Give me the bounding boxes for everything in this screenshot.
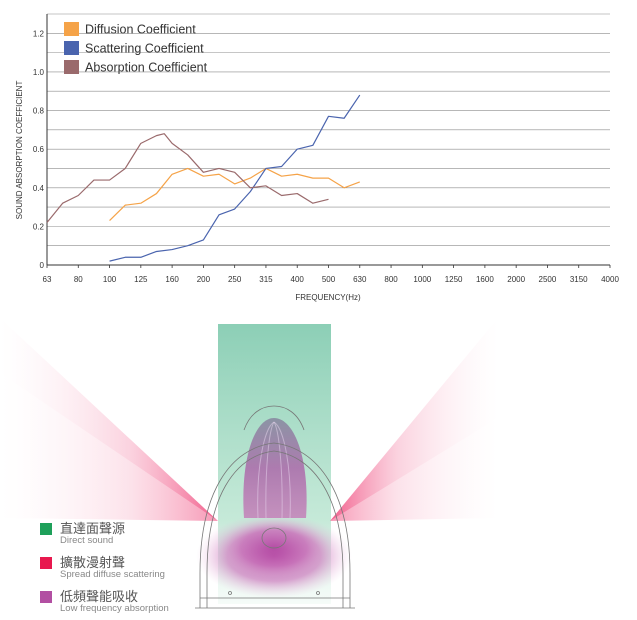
- x-tick-label: 3150: [570, 275, 588, 284]
- legend-label-en: Low frequency absorption: [60, 603, 169, 614]
- series-line-1: [109, 94, 361, 262]
- room-outline: [195, 405, 355, 609]
- legend-swatch-direct-sound: [40, 523, 52, 535]
- left-scatter-fan: [0, 318, 218, 521]
- legend-label-zh: 擴散漫射聲: [60, 556, 126, 571]
- legend-label-en: Spread diffuse scattering: [60, 569, 165, 580]
- x-tick-label: 125: [134, 275, 148, 284]
- y-tick-label: 0.6: [33, 145, 45, 154]
- legend-label-en: Direct sound: [60, 535, 114, 546]
- legend-label: Diffusion Coefficient: [85, 23, 196, 37]
- chart-legend: Diffusion Coefficient Scattering Coeffici…: [64, 22, 208, 75]
- diffuser-dome: [243, 418, 307, 518]
- left-scatter-fan-lower: [0, 373, 218, 521]
- series-line-2: [46, 133, 329, 223]
- right-scatter-fan: [330, 318, 498, 521]
- x-tick-label: 1600: [476, 275, 494, 284]
- room-diagram: [0, 318, 498, 609]
- y-tick-label: 0: [40, 261, 45, 270]
- legend-swatch: [64, 22, 79, 36]
- chart-series: [46, 94, 361, 262]
- x-tick-label: 1000: [413, 275, 431, 284]
- legend-swatch: [64, 60, 79, 74]
- series-line-0: [109, 167, 360, 222]
- x-tick-label: 1250: [445, 275, 463, 284]
- legend-label-zh: 直達面聲源: [60, 522, 126, 537]
- x-tick-labels: 63 80 100 125 160 200 250 315 400 500 630 800 1000 12…: [43, 265, 619, 284]
- x-tick-label: 800: [384, 275, 398, 284]
- legend-swatch-diffuse-scattering: [40, 557, 52, 569]
- right-scatter-fan-lower: [330, 418, 498, 521]
- x-tick-label: 100: [103, 275, 117, 284]
- x-tick-label: 250: [228, 275, 242, 284]
- y-tick-label: 0.4: [33, 184, 45, 193]
- y-tick-labels: 0 0.2 0.4 0.6 0.8 1.0 1.2: [33, 29, 45, 270]
- x-tick-label: 2000: [507, 275, 525, 284]
- x-tick-label: 4000: [601, 275, 619, 284]
- legend-label: Absorption Coefficient: [85, 61, 208, 75]
- y-tick-label: 0.8: [33, 107, 45, 116]
- x-tick-label: 63: [43, 275, 52, 284]
- legend-swatch-low-frequency-absorption: [40, 591, 52, 603]
- x-tick-label: 2500: [539, 275, 557, 284]
- x-tick-label: 200: [197, 275, 211, 284]
- x-tick-label: 80: [74, 275, 83, 284]
- y-tick-label: 0.2: [33, 222, 45, 231]
- x-axis-label: FREQUENCY(Hz): [295, 293, 361, 302]
- chart-grid: [47, 13, 610, 246]
- legend-label: Scattering Coefficient: [85, 42, 204, 56]
- legend-label-zh: 低頻聲能吸收: [60, 590, 139, 605]
- y-tick-label: 1.0: [33, 68, 45, 77]
- x-tick-label: 400: [291, 275, 305, 284]
- x-tick-label: 630: [353, 275, 367, 284]
- x-tick-label: 160: [165, 275, 179, 284]
- x-tick-label: 315: [259, 275, 273, 284]
- y-axis-label: SOUND ABSORPTION COEFFICIENT: [15, 81, 24, 220]
- coefficient-chart: 0 0.2 0.4 0.6 0.8 1.0 1.2 63 80 100 125 160 200 250 3…: [15, 13, 619, 302]
- y-tick-label: 1.2: [33, 29, 45, 38]
- legend-swatch: [64, 41, 79, 55]
- x-tick-label: 500: [322, 275, 336, 284]
